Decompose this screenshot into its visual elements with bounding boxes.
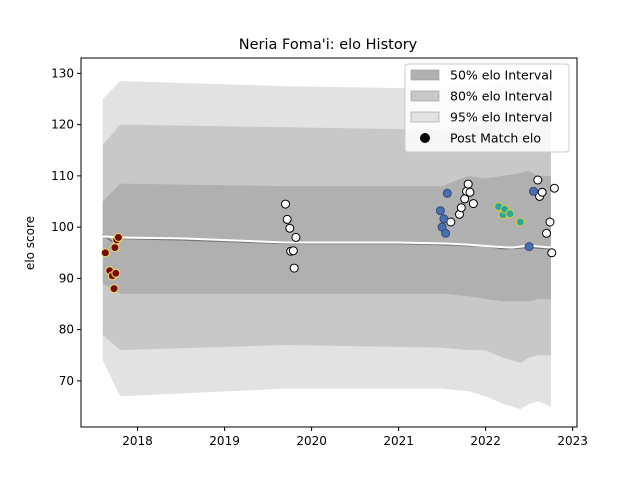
legend-marker: [420, 133, 430, 143]
data-point-blue: [441, 228, 451, 238]
data-point-blue: [524, 242, 534, 252]
y-tick-label: 110: [51, 169, 74, 183]
y-tick-label: 90: [59, 271, 74, 285]
y-axis-label: elo score: [23, 216, 37, 270]
data-point-white-black-edge: [547, 248, 557, 258]
y-tick-label: 70: [59, 374, 74, 388]
data-point-white-black-edge: [456, 203, 466, 213]
x-tick-label: 2020: [296, 434, 327, 448]
data-point-dark-red-yellow-edge: [111, 268, 121, 278]
band-p50: [102, 170, 551, 302]
elo-trend-line: [102, 235, 551, 249]
plot-area: [100, 75, 559, 410]
x-tick-label: 2021: [383, 434, 414, 448]
x-tick-label: 2022: [470, 434, 501, 448]
data-point-white-black-edge: [460, 194, 470, 204]
legend-swatch: [410, 111, 440, 123]
x-tick-label: 2019: [209, 434, 240, 448]
data-point-white-black-edge: [537, 187, 547, 197]
data-point-white-black-edge: [549, 183, 559, 193]
data-point-white-black-edge: [542, 228, 551, 238]
y-tick-label: 80: [59, 323, 74, 337]
y-tick-label: 120: [51, 118, 74, 132]
data-point-blue: [435, 206, 445, 216]
data-point-dark-red-yellow-edge: [100, 248, 110, 258]
axes-frame: [80, 57, 578, 428]
legend-swatch: [410, 90, 440, 102]
data-point-blue: [529, 186, 538, 196]
data-point-white-black-edge: [282, 214, 292, 224]
legend-label: 50% elo Interval: [450, 68, 552, 83]
legend-box: [404, 63, 570, 153]
y-tick-label: 130: [51, 66, 74, 80]
data-point-blue: [442, 188, 452, 198]
data-point-dark-red-yellow-edge: [109, 284, 119, 294]
data-point-white-black-edge: [291, 232, 301, 242]
data-point-teal-yellow-edge: [505, 209, 515, 219]
legend-label: 80% elo Interval: [450, 89, 552, 104]
data-point-white-black-edge: [288, 246, 298, 256]
legend-label: Post Match elo: [450, 131, 541, 146]
y-tick-label: 100: [51, 220, 74, 234]
legend-swatch: [410, 69, 440, 81]
x-tick-label: 2018: [122, 434, 153, 448]
data-point-white-black-edge: [465, 187, 475, 197]
axes: 2018 2019 2020 2021 2022 2023 70 80 90 100 110 120 1…: [51, 66, 588, 448]
data-point-white-black-edge: [285, 223, 295, 233]
data-point-dark-red-yellow-edge: [110, 243, 120, 253]
data-point-dark-red-yellow-edge: [113, 232, 123, 242]
data-point-white-black-edge: [463, 179, 473, 189]
legend-label: 95% elo Interval: [450, 110, 552, 125]
legend: 50% elo Interval 80% elo Interval 95% elo …: [404, 63, 570, 153]
x-tick-label: 2023: [557, 434, 588, 448]
data-point-white-black-edge: [545, 217, 555, 227]
data-point-white-black-edge: [533, 175, 543, 185]
chart-title: Neria Foma'i: elo History: [239, 37, 418, 53]
data-point-blue: [439, 214, 449, 224]
data-point-white-black-edge: [281, 199, 290, 209]
data-point-white-black-edge: [289, 263, 299, 273]
data-point-white-black-edge: [468, 199, 478, 209]
data-point-teal-yellow-edge: [515, 217, 525, 227]
